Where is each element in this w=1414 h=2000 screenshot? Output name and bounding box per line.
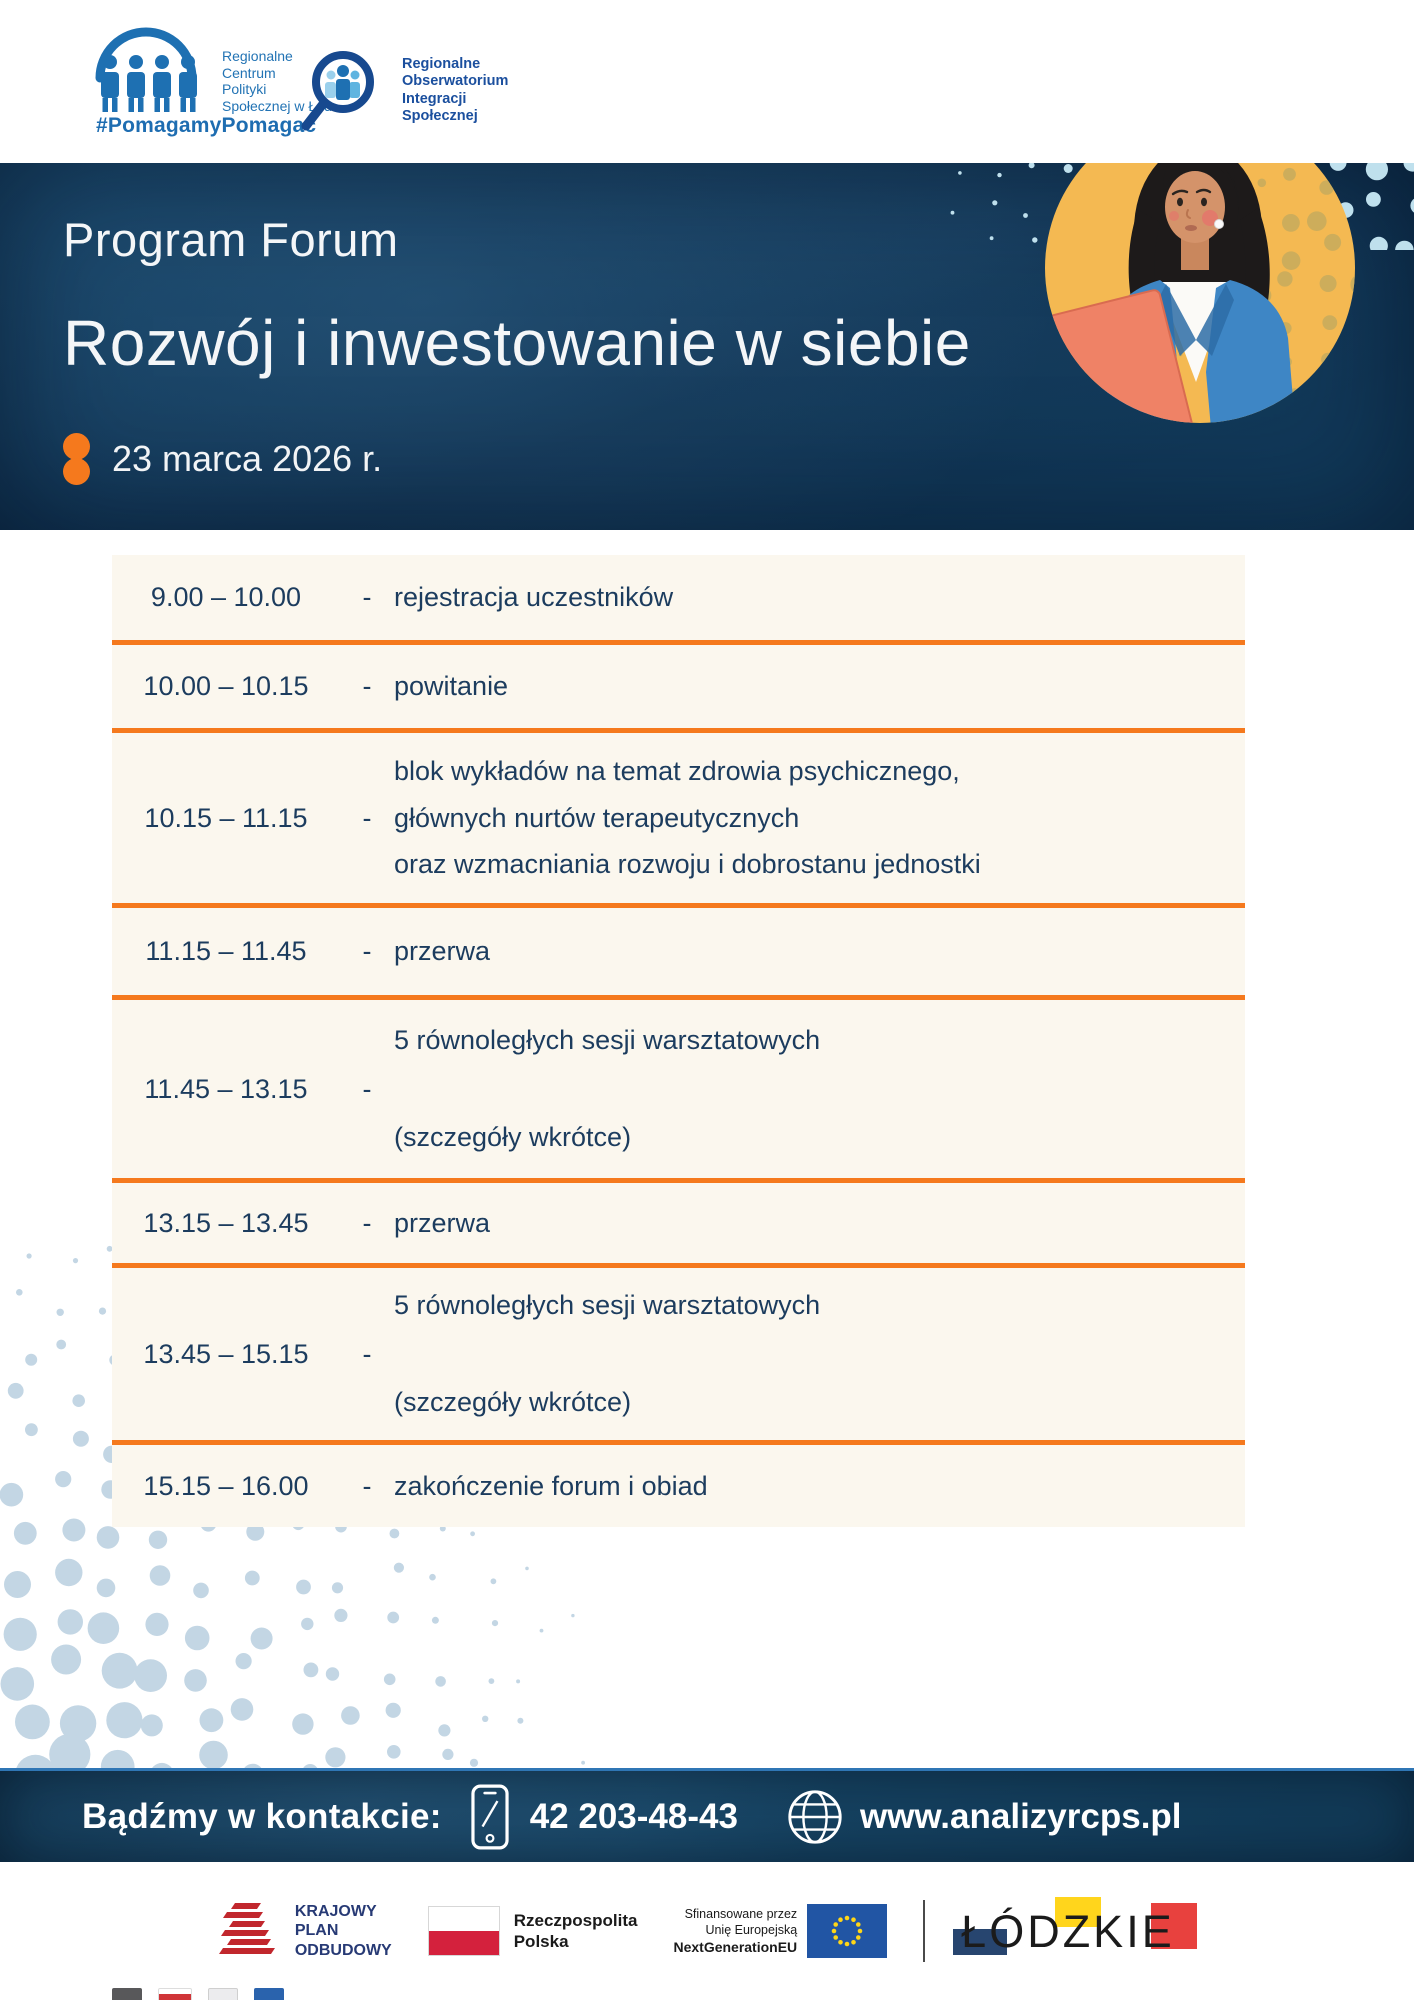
row-description: przerwa	[394, 936, 491, 967]
row-separator: -	[362, 1073, 372, 1104]
contact-bar: Bądźmy w kontakcie: 42 203-48-43 www.ana…	[0, 1768, 1414, 1862]
footer-logo-strip: KRAJOWY PLAN ODBUDOWY Rzeczpospolita Pol…	[0, 1862, 1414, 2000]
poster-title-line1: Program Forum	[63, 213, 399, 266]
poland-logo: Rzeczpospolita Polska	[427, 1906, 638, 1956]
row-time: 11.45 – 13.15	[144, 1073, 308, 1104]
kpo-logo: KRAJOWY PLAN ODBUDOWY	[217, 1902, 392, 1960]
contact-phone: 42 203-48-43	[529, 1796, 738, 1836]
row-separator: -	[362, 802, 372, 833]
date-marker-dots-icon	[63, 433, 90, 485]
schedule-row: 13.15 – 13.45 - przerwa	[112, 1183, 1245, 1268]
schedule-row: 15.15 – 16.00 - zakończenie forum i obia…	[112, 1445, 1245, 1527]
kpo-logo-text: KRAJOWY PLAN ODBUDOWY	[294, 1903, 392, 1959]
row-description: przerwa	[394, 1207, 491, 1238]
row-separator: -	[362, 1470, 372, 1501]
eu-flag	[807, 1904, 888, 1958]
row-time: 13.45 – 15.15	[143, 1338, 309, 1369]
schedule-row: 13.45 – 15.15 - 5 równoległych sesji war…	[112, 1268, 1245, 1445]
schedule-row: 10.15 – 11.15 - blok wykładów na temat z…	[112, 733, 1245, 908]
footer-separator	[923, 1900, 926, 1962]
rois-magnifier-people-icon	[301, 51, 374, 131]
rcps-logo: Regionalne Centrum Polityki Społecznej w…	[88, 26, 342, 118]
eu-funding-text: Sfinansowane przez Unię Europejską NextG…	[673, 1906, 798, 1956]
businesswoman-illustration	[1045, 113, 1355, 423]
top-logo-band: Regionalne Centrum Polityki Społecznej w…	[0, 0, 1414, 163]
row-description: zakończenie forum i obiad	[394, 1470, 708, 1501]
row-time: 15.15 – 16.00	[143, 1470, 309, 1501]
row-time: 13.15 – 13.45	[143, 1207, 309, 1238]
contact-label: Bądźmy w kontakcie:	[82, 1796, 442, 1836]
rcps-people-arc-icon	[95, 27, 197, 112]
row-description: rejestracja uczestników	[394, 582, 674, 613]
row-description: 5 równoległych sesji warsztatowych (szcz…	[394, 1290, 821, 1418]
row-separator: -	[362, 936, 372, 966]
row-separator: -	[362, 582, 372, 612]
rois-logo-name: Regionalne Obserwatorium Integracji Społ…	[402, 56, 509, 125]
phone-icon	[471, 1784, 509, 1849]
kpo-building-icon	[218, 1903, 275, 1954]
rcps-hashtag: #PomagamyPomagać	[96, 114, 317, 137]
event-date: 23 marca 2026 r.	[112, 438, 383, 479]
row-time: 10.00 – 10.15	[143, 671, 309, 701]
lodzkie-logo: ŁÓDZKIE	[953, 1897, 1198, 1957]
poster-title-line2: Rozwój i inwestowanie w siebie	[63, 307, 971, 379]
row-time: 10.15 – 11.15	[144, 802, 308, 833]
poland-logo-text: Rzeczpospolita Polska	[513, 1910, 638, 1951]
clipped-bottom-logos	[112, 1988, 284, 2000]
lodzkie-red-block	[1151, 1903, 1198, 1949]
row-time: 9.00 – 10.00	[150, 582, 302, 612]
lodzkie-yellow-block	[1055, 1897, 1102, 1927]
row-time: 11.15 – 11.45	[145, 936, 307, 966]
schedule-row: 10.00 – 10.15 - powitanie	[112, 645, 1245, 733]
row-description: powitanie	[394, 671, 509, 702]
schedule-row: 9.00 – 10.00 - rejestracja uczestników	[112, 555, 1245, 645]
schedule-row: 11.45 – 13.15 - 5 równoległych sesji war…	[112, 1000, 1245, 1183]
row-separator: -	[362, 671, 372, 701]
poland-flag	[427, 1906, 500, 1956]
event-date-row: 23 marca 2026 r.	[63, 433, 382, 485]
row-separator: -	[362, 1338, 372, 1369]
schedule-table: 9.00 – 10.00 - rejestracja uczestników 1…	[112, 555, 1245, 1527]
lodzkie-wordmark: ŁÓDZKIE	[961, 1906, 1175, 1957]
row-description: 5 równoległych sesji warsztatowych (szcz…	[394, 1025, 821, 1153]
row-separator: -	[362, 1207, 372, 1238]
lodzkie-navy-block	[953, 1929, 1008, 1955]
eu-funding-logo: Sfinansowane przez Unię Europejską NextG…	[673, 1904, 888, 1958]
globe-icon	[788, 1789, 842, 1844]
woman-figure	[1045, 143, 1300, 423]
rois-logo: Regionalne Obserwatorium Integracji Społ…	[298, 44, 508, 139]
contact-website[interactable]: www.analizyrcps.pl	[859, 1796, 1182, 1836]
schedule-row: 11.15 – 11.45 - przerwa	[112, 908, 1245, 1000]
row-description: blok wykładów na temat zdrowia psychiczn…	[394, 756, 981, 880]
